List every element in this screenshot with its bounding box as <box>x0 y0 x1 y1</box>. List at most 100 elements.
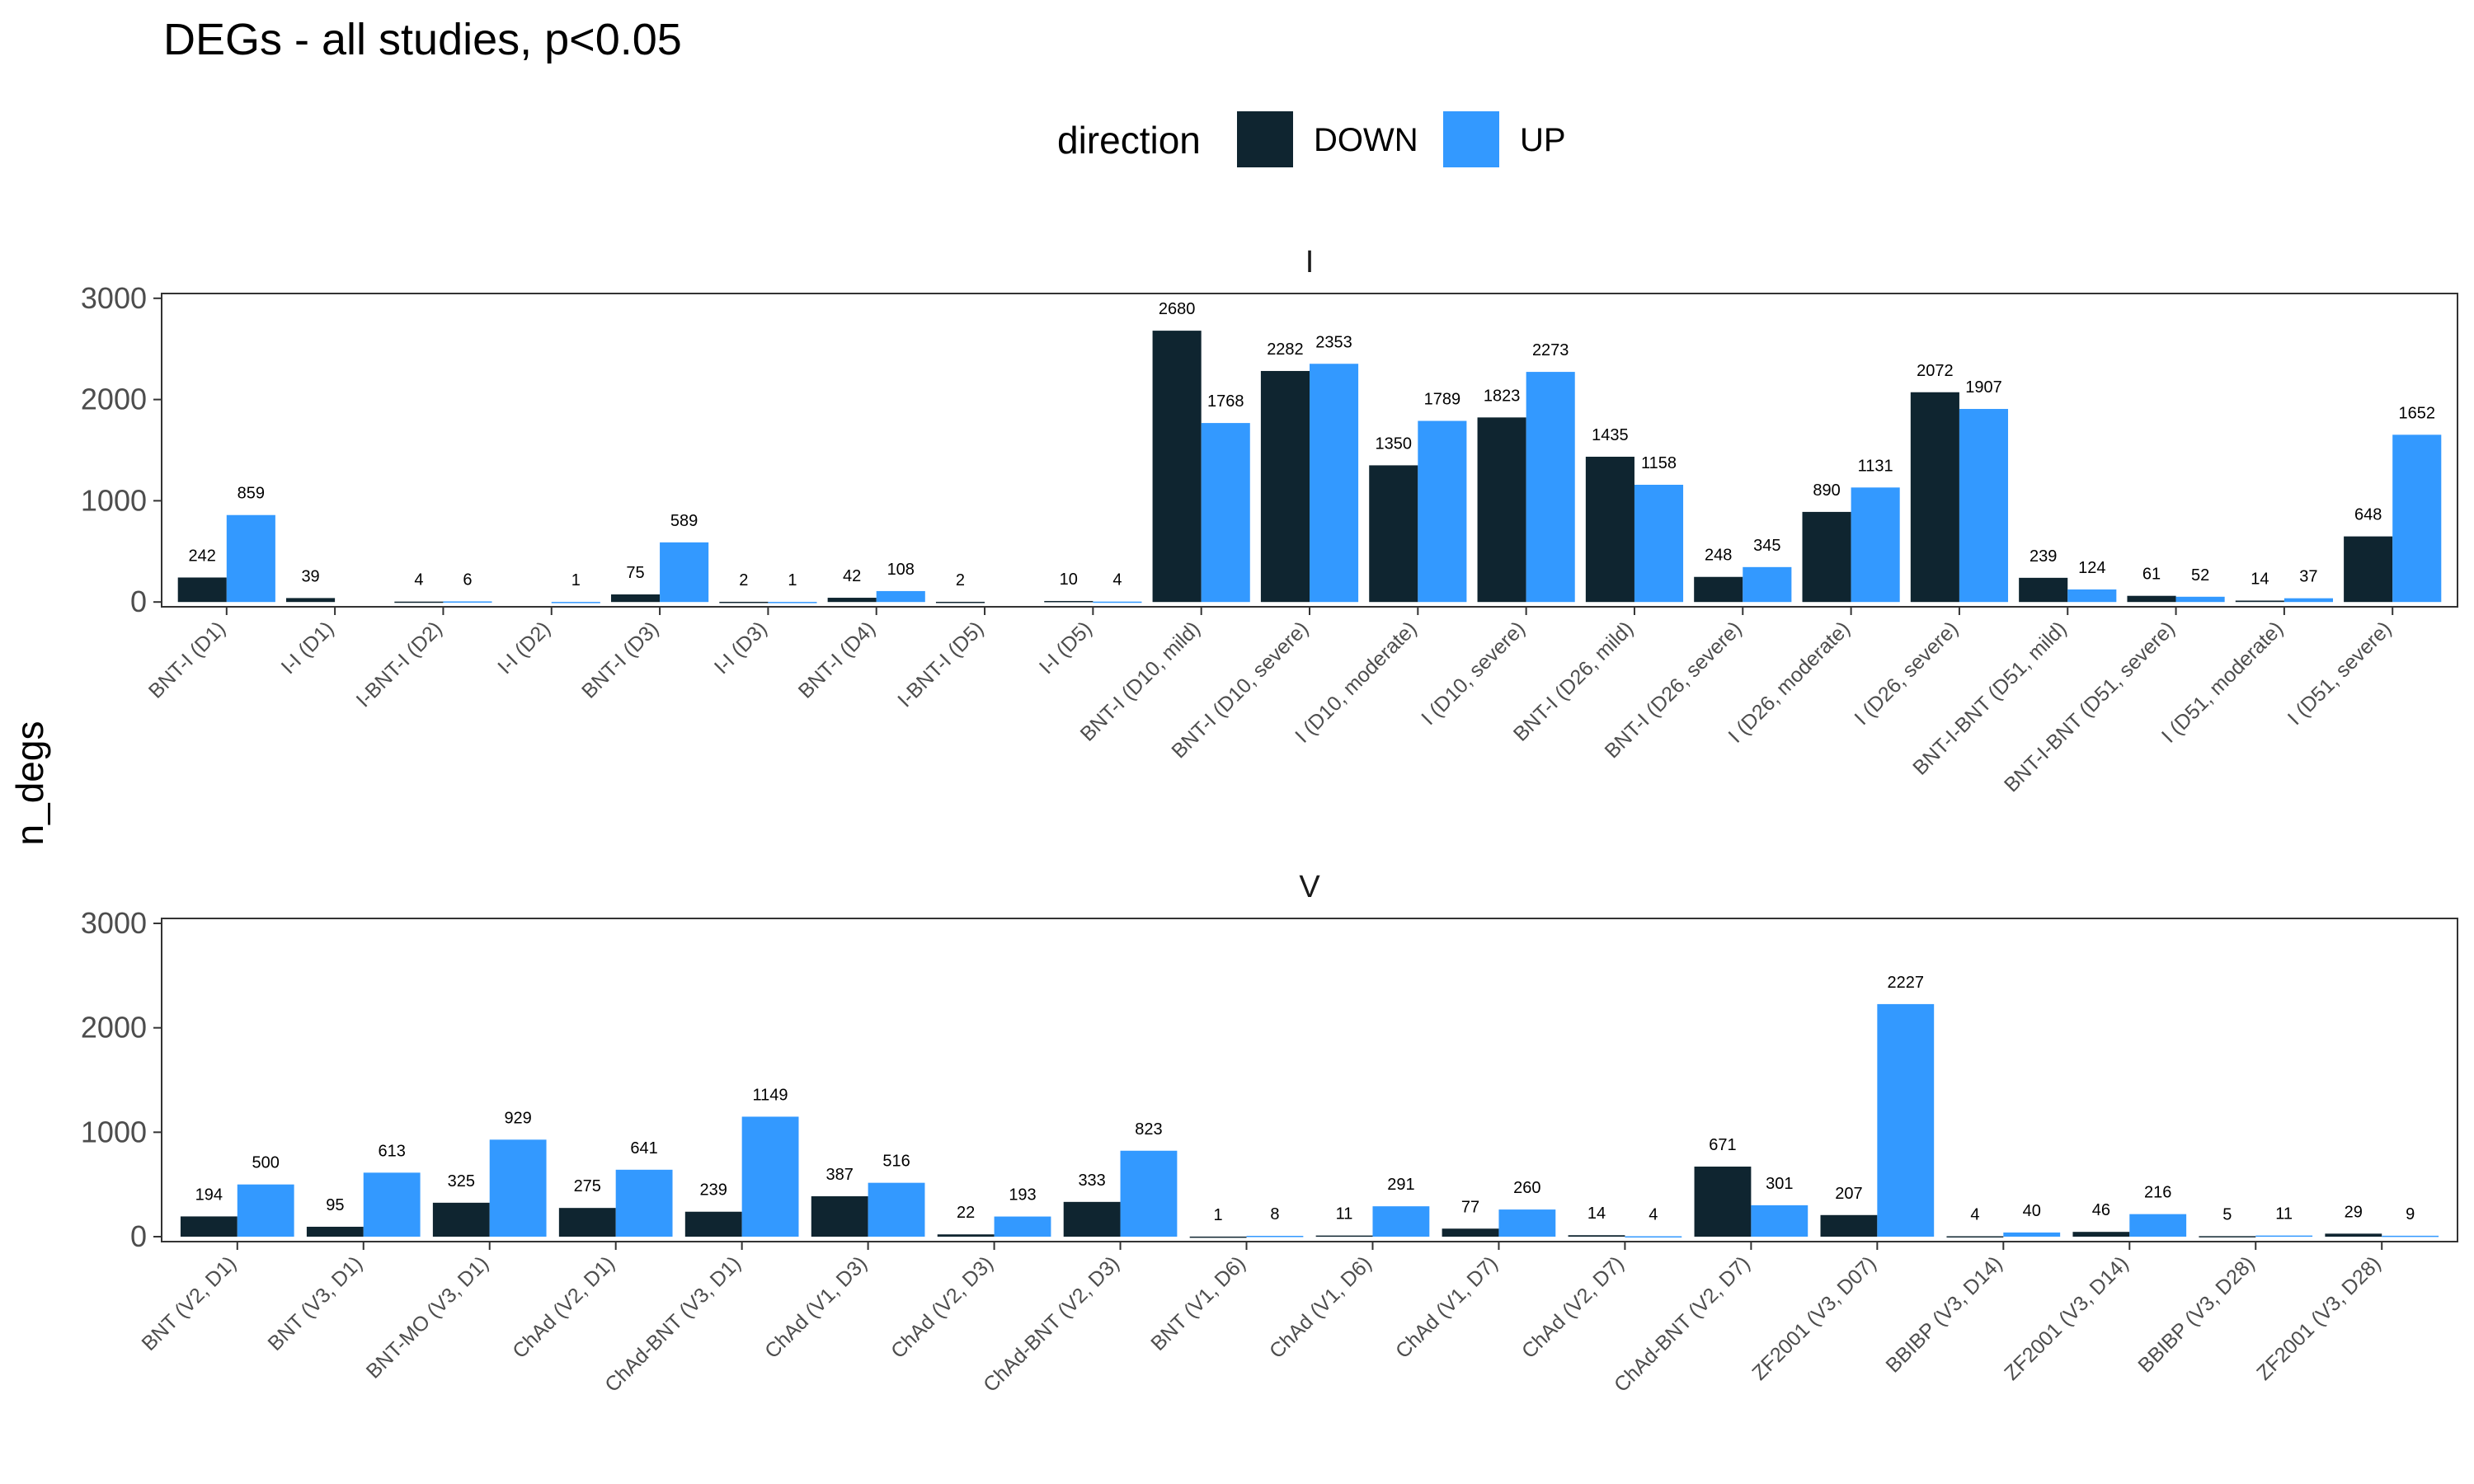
data-label: 2227 <box>1888 974 1925 992</box>
bar-down-chad-bnt-v2-d3 <box>1063 1201 1121 1237</box>
bar-down-zf2001-v3-d14 <box>2072 1232 2130 1237</box>
data-label: 325 <box>448 1172 475 1190</box>
x-tick-label-i-d51-moderate: I (D51, moderate) <box>2157 617 2288 747</box>
x-tick-label-i-d10-severe: I (D10, severe) <box>1417 617 1530 730</box>
bar-up-bnt-i-d3 <box>660 542 709 603</box>
data-label: 1435 <box>1592 426 1629 444</box>
bar-down-bbibp-v3-d14 <box>1946 1236 2004 1238</box>
data-label: 345 <box>1753 537 1780 555</box>
bar-down-i-i-d3 <box>719 601 769 603</box>
bar-up-bnt-i-bnt-d51-mild <box>2067 589 2117 603</box>
bar-down-chad-v2-d7 <box>1568 1235 1625 1237</box>
bar-up-chad-v1-d7 <box>1498 1209 1556 1237</box>
bar-down-bnt-i-d10-severe <box>1260 370 1310 603</box>
bar-up-chad-bnt-v2-d3 <box>1120 1150 1178 1237</box>
bar-up-zf2001-v3-d14 <box>2129 1214 2187 1237</box>
y-axis-label: n_degs <box>8 721 51 846</box>
bar-down-zf2001-v3-d28 <box>2325 1233 2382 1237</box>
x-tick-label-bnt-i-d10-mild: BNT-I (D10, mild) <box>1076 617 1205 745</box>
data-label: 5 <box>2222 1205 2232 1223</box>
x-tick-label-chad-v2-d1: ChAd (V2, D1) <box>508 1252 619 1363</box>
bar-down-zf2001-v3-d07 <box>1820 1214 1878 1237</box>
data-label: 11 <box>1336 1205 1353 1223</box>
bar-down-i-bnt-i-d5 <box>935 601 985 603</box>
bar-up-chad-v1-d3 <box>868 1182 925 1237</box>
bar-up-bnt-v2-d1 <box>237 1184 294 1237</box>
data-label: 333 <box>1078 1172 1105 1190</box>
y-tick-label: 2000 <box>81 1011 147 1045</box>
data-label: 6 <box>463 571 472 589</box>
data-label: 194 <box>195 1186 223 1204</box>
bar-down-i-i-d1 <box>286 598 336 603</box>
data-label: 10 <box>1060 571 1078 589</box>
bar-down-bnt-i-d26-severe <box>1694 576 1743 603</box>
bar-up-bnt-v3-d1 <box>363 1172 421 1237</box>
data-label: 1823 <box>1484 387 1521 405</box>
x-tick-label-i-i-d3: I-I (D3) <box>710 617 772 679</box>
x-tick-label-bnt-i-d4: BNT-I (D4) <box>794 617 880 702</box>
data-label: 239 <box>2030 547 2057 566</box>
bar-down-chad-v1-d6 <box>1315 1235 1373 1237</box>
bar-down-bnt-i-bnt-d51-severe <box>2127 595 2176 603</box>
x-tick-label-chad-v1-d6: ChAd (V1, D6) <box>1265 1252 1376 1363</box>
x-tick-label-chad-v2-d3: ChAd (V2, D3) <box>887 1252 998 1363</box>
data-label: 890 <box>1813 481 1840 500</box>
facet-strip-v: V <box>1299 870 1320 904</box>
x-tick-label-bnt-i-d3: BNT-I (D3) <box>577 617 663 702</box>
data-label: 1350 <box>1376 434 1413 453</box>
x-tick-label-chad-bnt-v2-d3: ChAd-BNT (V2, D3) <box>979 1252 1124 1397</box>
data-label: 516 <box>882 1153 910 1171</box>
bar-down-bnt-i-bnt-d51-mild <box>2019 577 2068 603</box>
data-label: 2 <box>739 571 748 589</box>
x-tick-label-chad-bnt-v2-d7: ChAd-BNT (V2, D7) <box>1610 1252 1755 1397</box>
bar-up-i-d10-moderate <box>1418 420 1467 603</box>
data-label: 275 <box>574 1177 601 1195</box>
bar-down-chad-bnt-v3-d1 <box>684 1211 742 1237</box>
x-tick-label-chad-bnt-v3-d1: ChAd-BNT (V3, D1) <box>600 1252 745 1397</box>
data-label: 14 <box>1587 1205 1606 1223</box>
data-label: 77 <box>1461 1198 1479 1216</box>
data-label: 52 <box>2191 566 2209 585</box>
data-label: 1 <box>788 571 797 589</box>
data-label: 2282 <box>1267 340 1304 359</box>
x-tick-label-i-i-d5: I-I (D5) <box>1035 617 1097 679</box>
data-label: 4 <box>1112 571 1122 589</box>
y-tick-label: 0 <box>130 1219 147 1253</box>
bar-up-chad-v2-d1 <box>615 1169 673 1237</box>
bar-down-i-d26-severe <box>1910 392 1959 603</box>
data-label: 1131 <box>1858 457 1893 475</box>
data-label: 39 <box>301 567 319 585</box>
bar-up-i-d51-moderate <box>2284 598 2333 603</box>
bar-up-bnt-i-d26-mild <box>1634 484 1684 603</box>
x-tick-label-i-i-d2: I-I (D2) <box>493 617 555 679</box>
data-label: 2353 <box>1315 333 1352 351</box>
data-label: 207 <box>1835 1185 1862 1203</box>
bar-down-bnt-i-d3 <box>610 594 661 603</box>
x-tick-label-chad-v2-d7: ChAd (V2, D7) <box>1517 1252 1629 1363</box>
data-label: 1907 <box>1965 378 2002 397</box>
bar-up-bnt-i-d10-mild <box>1201 423 1250 603</box>
y-tick-label: 1000 <box>81 483 147 517</box>
data-label: 1149 <box>753 1086 788 1104</box>
bar-up-zf2001-v3-d28 <box>2382 1235 2439 1237</box>
data-label: 291 <box>1387 1176 1414 1194</box>
data-label: 641 <box>630 1139 657 1158</box>
bar-up-bbibp-v3-d28 <box>2255 1235 2313 1237</box>
y-tick-label: 3000 <box>81 281 147 315</box>
bar-down-chad-v2-d3 <box>937 1234 995 1237</box>
data-label: 37 <box>2299 568 2317 586</box>
data-label: 648 <box>2354 506 2382 524</box>
y-tick-label: 1000 <box>81 1115 147 1148</box>
data-label: 61 <box>2142 566 2161 584</box>
x-tick-label-zf2001-v3-d07: ZF2001 (V3, D07) <box>1747 1252 1880 1384</box>
legend: direction DOWN UP <box>1057 111 1566 167</box>
data-label: 4 <box>414 571 423 589</box>
bar-down-i-d51-severe <box>2344 536 2393 603</box>
legend-swatch-down <box>1237 111 1293 167</box>
bar-up-bnt-i-d4 <box>876 590 925 603</box>
x-tick-label-chad-v1-d7: ChAd (V1, D7) <box>1391 1252 1503 1363</box>
data-label: 46 <box>2092 1201 2110 1219</box>
data-label: 2 <box>956 571 965 589</box>
x-tick-label-i-d10-moderate: I (D10, moderate) <box>1291 617 1421 747</box>
bar-down-bbibp-v3-d28 <box>2199 1236 2256 1237</box>
